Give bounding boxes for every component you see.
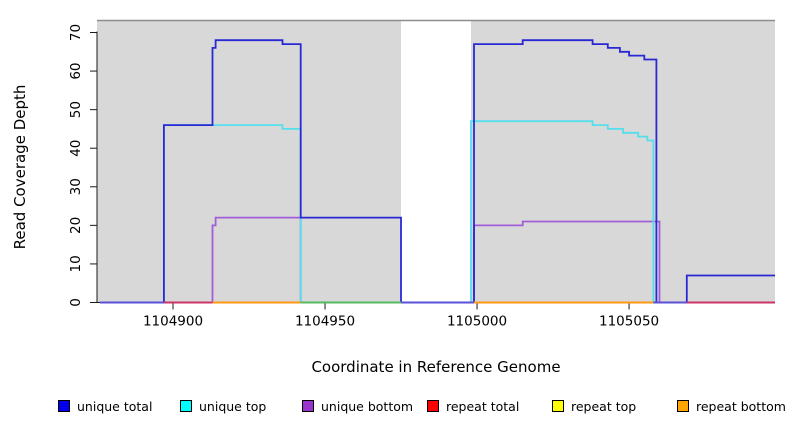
legend-label: repeat bottom (696, 398, 786, 414)
y-tick-label: 20 (68, 217, 84, 234)
legend-item-unique-bottom: unique bottom (302, 398, 413, 414)
plot-background-region-2 (470, 20, 775, 303)
legend-label: repeat total (446, 398, 520, 414)
y-tick-label: 30 (68, 178, 84, 195)
legend-item-unique-top: unique top (180, 398, 266, 414)
legend: unique total unique top unique bottom repea… (0, 398, 792, 418)
coverage-line-unique-total (100, 39, 775, 304)
y-tick-label: 70 (68, 24, 84, 41)
y-tick-label: 40 (68, 140, 84, 157)
legend-item-unique-total: unique total (58, 398, 152, 414)
y-axis-title: Read Coverage Depth (11, 85, 29, 250)
coverage-line-unique-top (100, 120, 775, 304)
y-tick-label: 0 (68, 298, 84, 307)
x-tick-label: 1105000 (447, 314, 507, 330)
legend-label: unique top (199, 398, 267, 414)
legend-swatch-repeat-top (552, 400, 564, 412)
x-tick-label: 1104950 (295, 314, 355, 330)
legend-label: repeat top (571, 398, 637, 414)
legend-label: unique bottom (321, 398, 414, 414)
y-tick-label: 60 (68, 62, 84, 79)
legend-item-repeat-total: repeat total (427, 398, 519, 414)
legend-swatch-repeat-total (427, 400, 439, 412)
legend-swatch-unique-total (58, 400, 70, 412)
x-axis-title: Coordinate in Reference Genome (311, 358, 561, 376)
x-tick-label: 1104900 (143, 314, 203, 330)
x-tick-label: 1105050 (599, 314, 659, 330)
legend-swatch-unique-top (180, 400, 192, 412)
plot-background-region-1 (97, 20, 402, 303)
legend-label: unique total (77, 398, 153, 414)
legend-swatch-repeat-bottom (677, 400, 689, 412)
legend-item-repeat-bottom: repeat bottom (677, 398, 786, 414)
legend-swatch-unique-bottom (302, 400, 314, 412)
y-tick-label: 10 (68, 255, 84, 272)
y-tick-label: 50 (68, 101, 84, 118)
legend-item-repeat-top: repeat top (552, 398, 636, 414)
